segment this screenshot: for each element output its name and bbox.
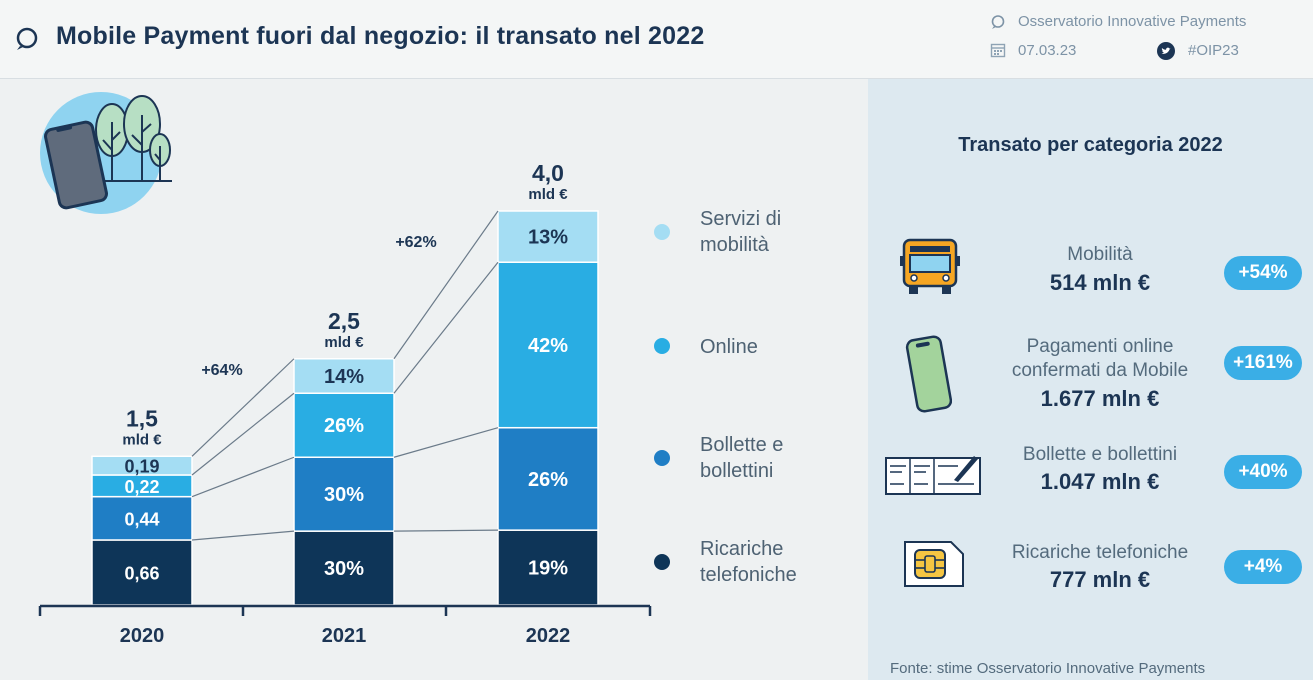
bar-value-label: 0,66 bbox=[124, 563, 159, 583]
bar-value-label: 30% bbox=[324, 558, 364, 580]
legend-marker bbox=[654, 338, 670, 354]
search-bubble-icon bbox=[16, 27, 38, 50]
bar-value-label: 13% bbox=[528, 227, 568, 249]
growth-label: +64% bbox=[201, 362, 242, 379]
legend-label: Ricariche bbox=[700, 538, 783, 560]
search-bubble-icon bbox=[991, 15, 1005, 29]
connector-line bbox=[191, 358, 295, 457]
growth-badge: +54% bbox=[1224, 256, 1302, 290]
bar-segment bbox=[497, 210, 599, 263]
connector-line bbox=[393, 261, 499, 394]
x-tick-label: 2020 bbox=[120, 625, 165, 647]
connector-line bbox=[191, 392, 295, 476]
bar-segment bbox=[293, 358, 395, 394]
legend-label: Servizi di bbox=[700, 208, 781, 230]
connector-line bbox=[191, 456, 295, 498]
source-note: Fonte: stime Osservatorio Innovative Pay… bbox=[890, 660, 1206, 677]
connector-line bbox=[191, 530, 295, 541]
category-name-line2: confermati da Mobile bbox=[1011, 360, 1189, 381]
bus-icon bbox=[900, 238, 960, 294]
growth-badge: +40% bbox=[1224, 455, 1302, 489]
x-tick-label: 2021 bbox=[322, 625, 367, 647]
mobile-trees-illustration bbox=[40, 92, 172, 214]
category-value: 777 mln € bbox=[1049, 567, 1151, 592]
smartphone-icon bbox=[905, 335, 952, 413]
category-panel-title: Transato per categoria 2022 bbox=[958, 134, 1223, 156]
bar-value-label: 30% bbox=[324, 484, 364, 506]
category-name: Pagamenti online bbox=[1026, 336, 1174, 357]
page-title: Mobile Payment fuori dal negozio: il tra… bbox=[56, 22, 705, 50]
bar-value-label: 19% bbox=[528, 558, 568, 580]
total-unit-label: mld € bbox=[528, 186, 568, 203]
legend-marker bbox=[654, 554, 670, 570]
total-value-label: 2,5 bbox=[328, 308, 360, 334]
bar-value-label: 42% bbox=[528, 335, 568, 357]
legend: Servizi di mobilità Online Bollette e bollet… bbox=[654, 208, 797, 586]
header: Mobile Payment fuori dal negozio: il tra… bbox=[0, 0, 1313, 79]
growth-badge: +161% bbox=[1224, 346, 1302, 380]
calendar-icon bbox=[990, 43, 1006, 58]
x-tick-label: 2022 bbox=[526, 625, 571, 647]
sim-card-icon bbox=[904, 541, 964, 587]
bar-segment bbox=[293, 456, 395, 532]
bar-segment bbox=[91, 539, 193, 606]
category-name: Bollette e bollettini bbox=[1022, 444, 1178, 465]
connector-line bbox=[393, 210, 499, 360]
hashtag-label: #OIP23 bbox=[1188, 42, 1239, 59]
category-value: 1.047 mln € bbox=[1040, 469, 1160, 494]
bar-value-label: 0,19 bbox=[124, 457, 159, 477]
bar-value-label: 14% bbox=[324, 366, 364, 388]
total-unit-label: mld € bbox=[122, 431, 162, 448]
category-name: Ricariche telefoniche bbox=[1011, 542, 1189, 563]
legend-marker bbox=[654, 450, 670, 466]
total-value-label: 4,0 bbox=[532, 160, 564, 186]
date-label: 07.03.23 bbox=[1018, 42, 1077, 59]
organization-label: Osservatorio Innovative Payments bbox=[1018, 13, 1247, 30]
legend-label: telefoniche bbox=[700, 564, 797, 586]
bar-value-label: 0,22 bbox=[124, 477, 159, 497]
category-value: 1.677 mln € bbox=[1040, 386, 1160, 411]
bar-segment bbox=[497, 529, 599, 606]
legend-label: bollettini bbox=[700, 460, 773, 482]
connector-line bbox=[393, 427, 499, 458]
connector-line bbox=[393, 529, 499, 532]
bar-segment bbox=[91, 495, 193, 541]
legend-label: Online bbox=[700, 336, 758, 358]
total-value-label: 1,5 bbox=[126, 405, 158, 431]
legend-label: mobilità bbox=[700, 234, 770, 256]
total-unit-label: mld € bbox=[324, 334, 364, 351]
bar-segment bbox=[293, 530, 395, 606]
twitter-icon bbox=[1157, 42, 1175, 60]
legend-marker bbox=[654, 224, 670, 240]
growth-layer: +64% +62% bbox=[191, 210, 499, 541]
growth-label: +62% bbox=[395, 234, 436, 251]
bar-value-label: 0,44 bbox=[124, 509, 159, 529]
growth-badge: +4% bbox=[1224, 550, 1302, 584]
bill-icon bbox=[885, 456, 981, 495]
bar-segment bbox=[91, 455, 193, 476]
bar-value-label: 26% bbox=[324, 415, 364, 437]
bar-segment bbox=[497, 426, 599, 531]
legend-label: Bollette e bbox=[700, 434, 783, 456]
bar-value-label: 26% bbox=[528, 469, 568, 491]
category-name: Mobilità bbox=[1067, 244, 1133, 265]
category-value: 514 mln € bbox=[1049, 270, 1151, 295]
